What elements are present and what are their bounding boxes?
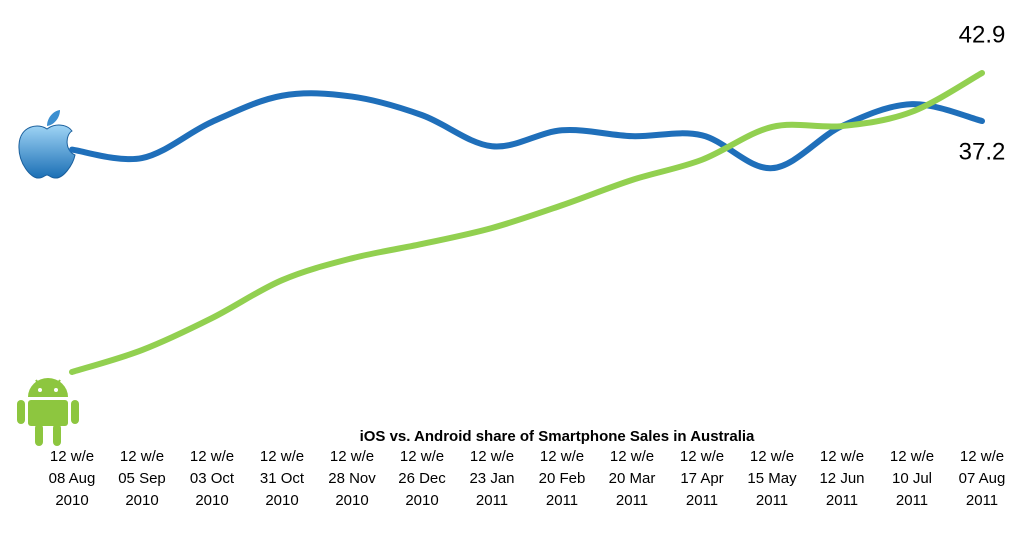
- x-tick-label-line: 31 Oct: [260, 470, 305, 487]
- chart-title: iOS vs. Android share of Smartphone Sale…: [360, 428, 755, 445]
- x-tick-label-line: 2011: [476, 492, 508, 509]
- x-tick-label: 12 w/e 08 Aug 2010: [49, 448, 96, 509]
- x-tick-label-line: 12 w/e: [820, 448, 864, 465]
- x-tick-label-line: 12 w/e: [190, 448, 234, 465]
- x-tick-label-line: 2011: [546, 492, 578, 509]
- x-tick-label: 12 w/e 31 Oct 2010: [260, 448, 305, 509]
- x-tick-label: 12 w/e 20 Mar 2011: [609, 448, 656, 509]
- x-tick-label-line: 2011: [896, 492, 928, 509]
- x-tick-label-line: 2010: [55, 492, 88, 509]
- x-tick-label-line: 12 Jun: [819, 470, 864, 487]
- x-tick-label-line: 07 Aug: [959, 470, 1006, 487]
- x-tick-label: 12 w/e 15 May 2011: [747, 448, 797, 509]
- x-tick-label-line: 12 w/e: [610, 448, 654, 465]
- series-line: [69, 70, 985, 375]
- x-tick-label-line: 05 Sep: [118, 470, 166, 487]
- x-tick-label: 12 w/e 20 Feb 2011: [539, 448, 586, 509]
- x-tick-label-line: 12 w/e: [960, 448, 1004, 465]
- x-tick-label: 12 w/e 17 Apr 2011: [680, 448, 724, 509]
- x-tick-label-line: 12 w/e: [120, 448, 164, 465]
- x-tick-label-line: 2011: [966, 492, 998, 509]
- x-tick-label-line: 15 May: [747, 470, 797, 487]
- x-tick-label-line: 2011: [616, 492, 648, 509]
- x-tick-label-line: 12 w/e: [680, 448, 724, 465]
- x-tick-label-line: 12 w/e: [890, 448, 934, 465]
- x-tick-label-line: 2011: [686, 492, 718, 509]
- x-tick-label: 12 w/e 03 Oct 2010: [190, 448, 235, 509]
- x-tick-label-line: 2010: [335, 492, 368, 509]
- x-tick-label: 12 w/e 07 Aug 2011: [959, 448, 1006, 509]
- x-tick-label-line: 2011: [756, 492, 788, 509]
- x-tick-label-line: 2010: [265, 492, 298, 509]
- x-tick-label-line: 28 Nov: [328, 470, 376, 487]
- value-label: 37.2: [959, 138, 1006, 165]
- series-line: [69, 90, 985, 172]
- x-tick-label: 12 w/e 12 Jun 2011: [819, 448, 864, 509]
- x-tick-label-line: 12 w/e: [470, 448, 514, 465]
- x-tick-label-line: 20 Feb: [539, 470, 586, 487]
- value-label: 42.9: [959, 21, 1006, 48]
- x-tick-label-line: 12 w/e: [50, 448, 94, 465]
- x-tick-label-line: 03 Oct: [190, 470, 235, 487]
- android-icon: [17, 378, 79, 446]
- x-tick-label: 12 w/e 26 Dec 2010: [398, 448, 446, 509]
- x-tick-label-line: 10 Jul: [892, 470, 932, 487]
- x-tick-label-line: 20 Mar: [609, 470, 656, 487]
- ios-icon: [18, 110, 76, 179]
- x-tick-label-line: 2010: [405, 492, 438, 509]
- x-tick-label-line: 2011: [826, 492, 858, 509]
- x-tick-label: 12 w/e 05 Sep 2010: [118, 448, 166, 509]
- x-tick-label: 12 w/e 23 Jan 2011: [469, 448, 514, 509]
- x-tick-label-line: 12 w/e: [400, 448, 444, 465]
- x-tick-label-line: 12 w/e: [540, 448, 584, 465]
- x-tick-label-line: 08 Aug: [49, 470, 96, 487]
- x-tick-label: 12 w/e 10 Jul 2011: [890, 448, 934, 509]
- x-tick-label-line: 26 Dec: [398, 470, 446, 487]
- x-tick-label-line: 17 Apr: [680, 470, 723, 487]
- x-tick-label-line: 23 Jan: [469, 470, 514, 487]
- x-tick-label: 12 w/e 28 Nov 2010: [328, 448, 376, 509]
- x-tick-label-line: 2010: [125, 492, 158, 509]
- x-tick-label-line: 2010: [195, 492, 228, 509]
- x-tick-label-line: 12 w/e: [330, 448, 374, 465]
- x-tick-label-line: 12 w/e: [260, 448, 304, 465]
- x-tick-label-line: 12 w/e: [750, 448, 794, 465]
